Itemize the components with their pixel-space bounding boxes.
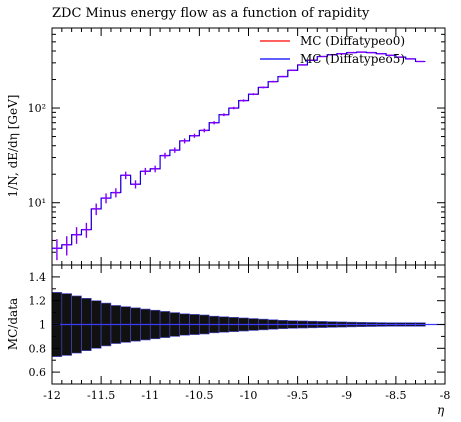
main-y-axis-label: 1/N, dE/dη [GeV] bbox=[6, 95, 20, 198]
series-line-0 bbox=[52, 51, 426, 249]
legend-label-diffatypeo0: MC (Diffatypeo0) bbox=[300, 34, 405, 48]
main-y-ticks: 10¹ 10² bbox=[28, 27, 445, 253]
main-plot-panel: 10¹ 10² bbox=[28, 27, 446, 266]
legend-label-diffatypeo5: MC (Diffatypeo5) bbox=[300, 52, 405, 66]
ratio-x-tick-label: -8 bbox=[440, 389, 451, 402]
ratio-y-tick-label: 0.6 bbox=[29, 366, 47, 379]
ratio-x-ticks: -12 -11.5 -11 -10.5 -10 -9.5 -9 -8.5 -8 bbox=[43, 265, 450, 402]
ratio-y-axis-label: MC/data bbox=[6, 298, 20, 350]
x-axis-label: η bbox=[437, 403, 445, 417]
chart-title: ZDC Minus energy flow as a function of r… bbox=[52, 6, 370, 21]
ratio-x-tick-label: -10.5 bbox=[185, 389, 213, 402]
ratio-y-tick-label: 1 bbox=[39, 319, 46, 332]
ratio-x-tick-label: -10 bbox=[240, 389, 258, 402]
ratio-x-tick-label: -9 bbox=[341, 389, 352, 402]
ratio-y-ticks: 0.6 0.8 1 1.2 1.4 bbox=[29, 264, 445, 385]
ratio-y-tick-label: 1.2 bbox=[29, 295, 47, 308]
data-points-group bbox=[53, 51, 425, 261]
ratio-x-tick-label: -11 bbox=[141, 389, 159, 402]
ratio-x-tick-label: -9.5 bbox=[287, 389, 308, 402]
main-y-tick-label: 10¹ bbox=[28, 197, 46, 210]
ratio-y-tick-label: 0.8 bbox=[29, 342, 47, 355]
main-y-tick-label: 10² bbox=[28, 102, 46, 115]
ratio-x-tick-label: -12 bbox=[43, 389, 61, 402]
ratio-y-tick-label: 1.4 bbox=[29, 271, 47, 284]
ratio-x-tick-label: -8.5 bbox=[385, 389, 406, 402]
main-x-ticks bbox=[51, 28, 446, 265]
ratio-plot-panel: 0.60.811.21.4 -12 -11.5 -11 -10.5 -10 -9.5 -9-… bbox=[29, 264, 450, 402]
series-line-1 bbox=[52, 51, 426, 249]
ratio-x-tick-label: -11.5 bbox=[87, 389, 115, 402]
main-series-group bbox=[52, 51, 426, 249]
legend: MC (Diffatypeo0) MC (Diffatypeo5) bbox=[260, 34, 405, 66]
